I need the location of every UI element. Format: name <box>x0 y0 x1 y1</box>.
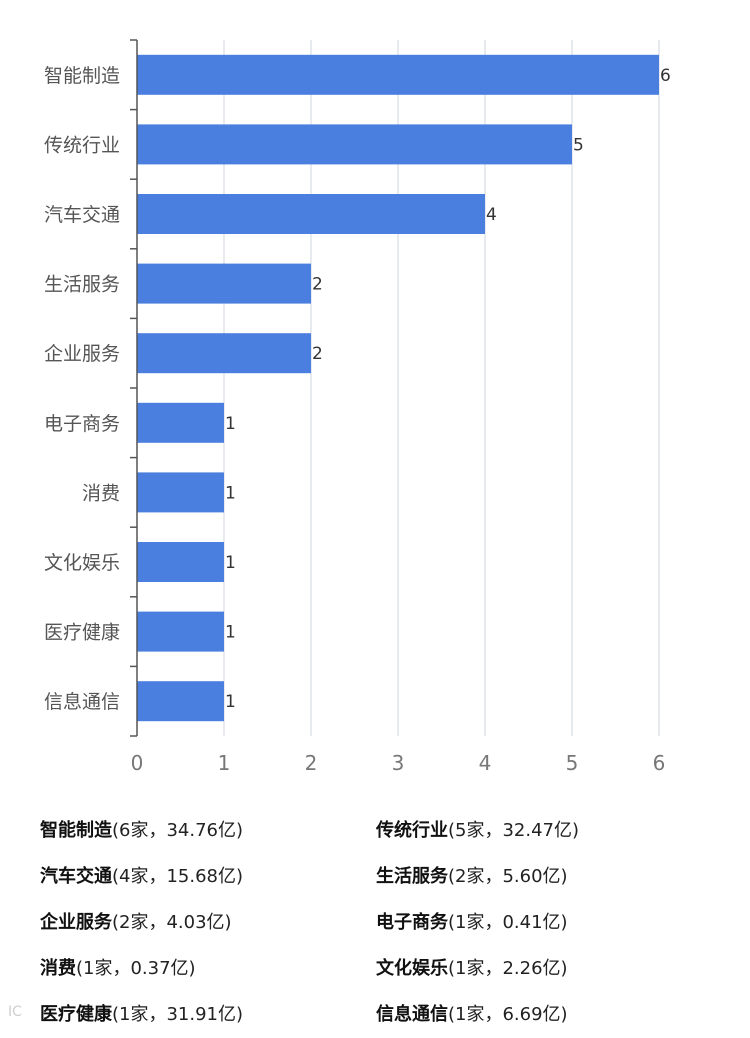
category-label: 汽车交通 <box>44 204 120 226</box>
bar-chart: 0 1 2 3 4 5 6 智能制造 6 传统行业 5 汽车交通 4 生活服务 2 企业服务 2 电子商务 1 消费 1… <box>44 39 671 775</box>
legend-name: 生活服务 <box>376 866 448 887</box>
legend-item: 文化娱乐(1家，2.26亿) <box>376 946 712 992</box>
category-label: 文化娱乐 <box>44 552 120 574</box>
legend-name: 汽车交通 <box>40 866 112 887</box>
legend-item: 汽车交通(4家，15.68亿) <box>40 854 376 900</box>
legend-name: 企业服务 <box>40 912 112 933</box>
legend-name: 传统行业 <box>376 820 448 841</box>
legend-name: 消费 <box>40 958 76 979</box>
category-label: 信息通信 <box>44 691 120 713</box>
bar <box>137 402 224 443</box>
legend-detail: (6家，34.76亿) <box>112 820 244 841</box>
value-label: 2 <box>312 275 323 295</box>
value-label: 2 <box>312 344 323 364</box>
legend-name: 文化娱乐 <box>376 958 448 979</box>
legend-detail: (1家，6.69亿) <box>448 1004 568 1025</box>
category-label: 传统行业 <box>44 134 120 156</box>
category-label: 电子商务 <box>44 413 120 435</box>
value-label: 1 <box>225 623 236 643</box>
legend-name: 智能制造 <box>40 820 112 841</box>
category-label: 企业服务 <box>44 343 120 365</box>
value-label: 1 <box>225 553 236 573</box>
legend-detail: (4家，15.68亿) <box>112 866 244 887</box>
legend-item: 电子商务(1家，0.41亿) <box>376 900 712 946</box>
x-tick-label: 5 <box>566 751 579 775</box>
category-label: 消费 <box>82 482 120 504</box>
legend-detail: (1家，31.91亿) <box>112 1004 244 1025</box>
category-label: 生活服务 <box>44 274 120 296</box>
x-tick-label: 0 <box>131 751 144 775</box>
bar <box>137 472 224 513</box>
x-tick-label: 4 <box>479 751 492 775</box>
bar <box>137 333 311 374</box>
legend-item: 生活服务(2家，5.60亿) <box>376 854 712 900</box>
x-tick-label: 6 <box>653 751 666 775</box>
legend-item: 传统行业(5家，32.47亿) <box>376 808 712 854</box>
legend-item: 医疗健康(1家，31.91亿) <box>40 992 376 1038</box>
legend-name: 信息通信 <box>376 1004 448 1025</box>
bar <box>137 263 311 304</box>
value-label: 1 <box>225 414 236 434</box>
value-label: 6 <box>660 66 671 86</box>
legend-detail: (1家，0.37亿) <box>76 958 196 979</box>
legend-item: 智能制造(6家，34.76亿) <box>40 808 376 854</box>
legend-detail: (1家，2.26亿) <box>448 958 568 979</box>
legend-detail: (1家，0.41亿) <box>448 912 568 933</box>
value-label: 4 <box>486 205 497 225</box>
legend-item: 消费(1家，0.37亿) <box>40 946 376 992</box>
bar <box>137 542 224 582</box>
legend-item: 信息通信(1家，6.69亿) <box>376 992 712 1038</box>
bar <box>137 681 224 722</box>
bar <box>137 54 659 95</box>
bar <box>137 194 485 234</box>
value-label: 1 <box>225 692 236 712</box>
bar <box>137 611 224 652</box>
bar <box>137 124 572 165</box>
labels: 0 1 2 3 4 5 6 智能制造 6 传统行业 5 汽车交通 4 生活服务 2 企业服务 2 电子商务 1 消费 1… <box>44 65 671 775</box>
axes <box>130 39 138 737</box>
category-label: 智能制造 <box>44 65 120 87</box>
bars <box>137 54 659 722</box>
watermark: IC <box>8 1004 22 1020</box>
legend-name: 电子商务 <box>376 912 448 933</box>
value-label: 1 <box>225 483 236 503</box>
category-label: 医疗健康 <box>44 622 120 644</box>
legend-detail: (5家，32.47亿) <box>448 820 580 841</box>
legend-detail: (2家，4.03亿) <box>112 912 232 933</box>
legend-item: 企业服务(2家，4.03亿) <box>40 900 376 946</box>
legend: 智能制造(6家，34.76亿) 传统行业(5家，32.47亿) 汽车交通(4家，15… <box>40 808 720 1038</box>
x-tick-label: 3 <box>392 751 405 775</box>
x-tick-label: 2 <box>305 751 318 775</box>
legend-detail: (2家，5.60亿) <box>448 866 568 887</box>
legend-name: 医疗健康 <box>40 1004 112 1025</box>
value-label: 5 <box>573 135 584 155</box>
x-tick-label: 1 <box>218 751 231 775</box>
